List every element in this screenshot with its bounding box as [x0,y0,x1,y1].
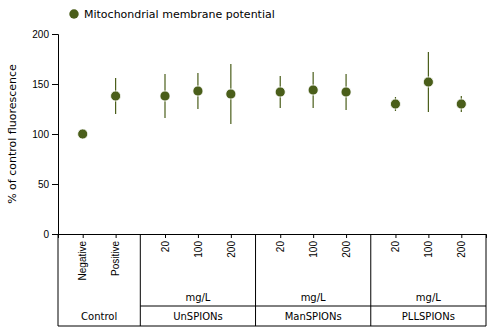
x-tick: 20 [160,234,171,252]
y-tick: 100 [32,129,58,140]
x-tick-label: Negative [77,241,88,281]
x-tick: Positive [110,234,121,276]
box-line [140,234,141,326]
y-tick: 150 [32,79,58,90]
y-tick-mark [52,34,58,35]
point [456,99,466,109]
x-tick-label: 20 [390,241,401,253]
group-label: ManSPIONs [285,311,342,322]
x-tick-label: 200 [341,241,352,258]
y-tick: 50 [38,179,58,190]
x-tick-label: 100 [308,241,319,258]
y-tick-label: 150 [32,79,49,90]
y-tick-label: 100 [32,129,49,140]
x-tick-label: 200 [456,241,467,258]
x-tick-mark [165,234,166,238]
x-tick-mark [83,234,84,238]
x-tick-mark [231,234,232,238]
box-line [255,234,256,326]
legend-item: Mitochondrial membrane potential [69,8,275,21]
x-tick-label: 100 [193,241,204,258]
x-tick: 200 [456,234,467,258]
group-label: Control [81,311,117,322]
box-line [140,306,486,307]
group-unit: mg/L [185,292,210,303]
point [226,89,236,99]
box-line [58,234,59,326]
box-line [370,234,371,326]
point [341,87,351,97]
x-axis-line [59,235,487,239]
x-tick: 100 [423,234,434,258]
y-axis-line [52,35,59,235]
x-tick: 200 [226,234,237,258]
y-axis-title: % of control fluorescence [6,64,19,204]
x-tick-label: 100 [423,241,434,258]
legend-label: Mitochondrial membrane potential [84,8,275,21]
chart: 0 50 100 150 200 % of control fluorescence Neg… [0,0,500,328]
category-box: Control mg/L UnSPIONs mg/L ManSPIONs mg/L PLLS… [58,234,486,326]
x-tick-mark [280,234,281,238]
point [275,87,285,97]
x-tick-label: 20 [275,241,286,253]
group-label: UnSPIONs [173,311,223,322]
x-tick-mark [346,234,347,238]
x-tick: 100 [193,234,204,258]
x-tick-mark [428,234,429,238]
y-tick: 0 [43,229,58,240]
point [193,86,203,96]
box-line [58,326,486,327]
y-tick-mark [52,84,58,85]
x-tick-mark [395,234,396,238]
y-tick-mark [52,234,58,235]
y-tick-label: 0 [43,229,49,240]
y-tick-mark [52,134,58,135]
y-tick-mark [52,184,58,185]
x-tick-label: 20 [160,241,171,253]
x-tick-label: Positive [110,241,121,276]
x-tick: 100 [308,234,319,258]
series [78,52,467,139]
point [390,99,400,109]
x-tick-mark [461,234,462,238]
point [111,91,121,101]
y-tick-label: 200 [32,29,49,40]
marks [78,52,467,139]
legend: Mitochondrial membrane potential [69,8,275,21]
x-tick: Negative [77,234,88,280]
x-axis: Negative Positive 20 100 200 20 100 200 20 100 200 [59,234,487,280]
x-tick-mark [198,234,199,238]
point [160,91,170,101]
x-tick-mark [116,234,117,238]
point [308,85,318,95]
plot: 0 50 100 150 200 % of control fluorescence Neg… [6,29,487,326]
group-unit: mg/L [301,292,326,303]
box-line [486,234,487,326]
x-tick: 20 [390,234,401,252]
x-tick: 20 [275,234,286,252]
y-tick: 200 [32,29,58,40]
x-tick: 200 [341,234,352,258]
y-tick-label: 50 [38,179,50,190]
y-axis: 0 50 100 150 200 [32,29,58,240]
point [423,77,433,87]
legend-symbol [69,9,78,18]
x-tick-label: 200 [226,241,237,258]
group-label: PLLSPIONs [402,311,455,322]
point [78,129,88,139]
group-unit: mg/L [416,292,441,303]
x-tick-mark [313,234,314,238]
